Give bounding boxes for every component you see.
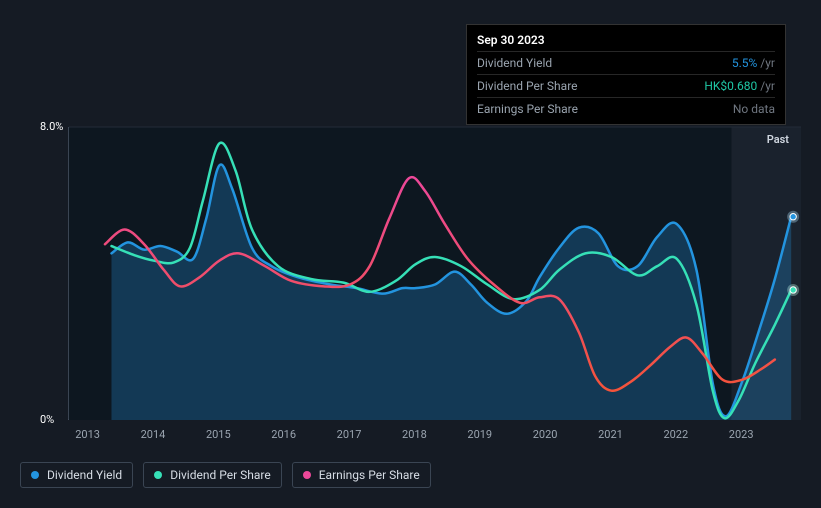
legend-dot-icon (303, 471, 311, 479)
x-axis-label: 2019 (467, 428, 492, 441)
legend-item[interactable]: Earnings Per Share (292, 462, 431, 488)
legend-item[interactable]: Dividend Per Share (143, 462, 282, 488)
x-axis-label: 2022 (663, 428, 688, 441)
tooltip-row: Dividend Per Share HK$0.680/yr (477, 74, 775, 95)
tooltip-date: Sep 30 2023 (477, 31, 775, 49)
legend-label: Dividend Per Share (170, 468, 271, 482)
chart-svg (69, 127, 801, 420)
series-end-marker (787, 211, 799, 223)
tooltip-value: HK$0.680 (704, 79, 757, 93)
legend-dot-icon (154, 471, 162, 479)
x-axis-label: 2015 (206, 428, 231, 441)
x-axis-label: 2018 (402, 428, 427, 441)
tooltip-label: Dividend Per Share (477, 77, 578, 95)
x-axis-label: 2017 (337, 428, 362, 441)
y-axis-label: 0% (40, 413, 54, 426)
x-axis-label: 2020 (533, 428, 558, 441)
x-axis-label: 2016 (271, 428, 296, 441)
plot-area[interactable]: Past (68, 127, 800, 420)
y-axis-label: 8.0% (40, 120, 63, 133)
tooltip-label: Dividend Yield (477, 54, 552, 72)
legend: Dividend Yield Dividend Per Share Earnings… (20, 462, 431, 488)
legend-item[interactable]: Dividend Yield (20, 462, 133, 488)
x-axis-label: 2021 (598, 428, 623, 441)
dividend-chart: Past 0% 8.0% 2013 2014 2015 2016 2017 2018 2019 2… (20, 105, 802, 450)
tooltip-row: Dividend Yield 5.5%/yr (477, 51, 775, 72)
tooltip-unit: /yr (760, 56, 775, 70)
x-axis-label: 2023 (729, 428, 754, 441)
past-label: Past (767, 133, 789, 146)
tooltip-unit: /yr (760, 79, 775, 93)
legend-dot-icon (31, 471, 39, 479)
x-axis-label: 2014 (141, 428, 166, 441)
legend-label: Earnings Per Share (319, 468, 420, 482)
x-axis-label: 2013 (75, 428, 100, 441)
series-end-marker (787, 284, 799, 296)
legend-label: Dividend Yield (47, 468, 122, 482)
tooltip-value: 5.5% (732, 56, 757, 70)
